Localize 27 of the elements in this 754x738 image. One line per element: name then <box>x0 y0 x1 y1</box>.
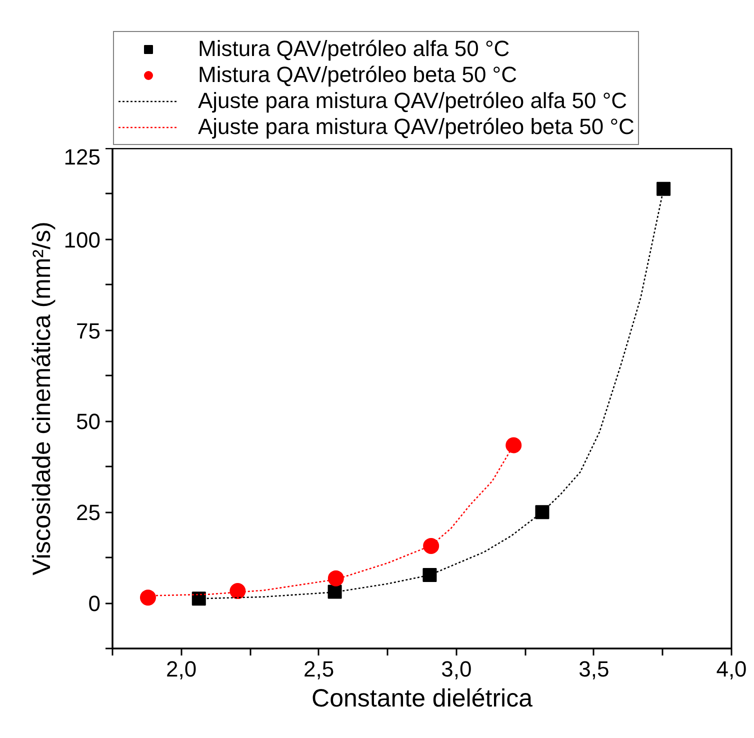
y-tick-label: 75 <box>76 318 101 344</box>
x-axis-title: Constante dielétrica <box>312 684 533 712</box>
y-tick-label: 100 <box>64 227 101 252</box>
point <box>423 538 440 554</box>
legend-label: Ajuste para mistura QAV/petróleo alfa 50 °C <box>198 88 628 114</box>
point <box>230 583 246 600</box>
legend-label: Mistura QAV/petróleo alfa 50 °C <box>198 36 510 62</box>
point <box>192 592 206 606</box>
point <box>140 590 156 606</box>
y-tick-label: 0 <box>88 591 101 616</box>
point <box>535 505 550 520</box>
x-tick-label: 3,5 <box>578 656 610 682</box>
y-tick-label: 50 <box>76 409 101 434</box>
point <box>328 570 344 586</box>
x-tick-label: 3,0 <box>441 656 472 682</box>
y-tick-label: 25 <box>76 500 101 526</box>
x-tick-label: 2,0 <box>166 656 197 682</box>
legend-label: Mistura QAV/petróleo beta 50 °C <box>198 62 517 88</box>
y-tick-label: 125 <box>64 144 101 170</box>
x-tick-label: 4,0 <box>716 656 747 682</box>
point <box>328 584 342 599</box>
legend-label: Ajuste para mistura QAV/petróleo beta 50 °C <box>198 114 634 140</box>
x-tick-label: 2,5 <box>304 656 334 682</box>
point <box>656 182 671 196</box>
y-axis-title: Viscosidade cinemática (mm²/s) <box>28 222 56 576</box>
point <box>422 568 437 582</box>
point <box>506 437 522 454</box>
